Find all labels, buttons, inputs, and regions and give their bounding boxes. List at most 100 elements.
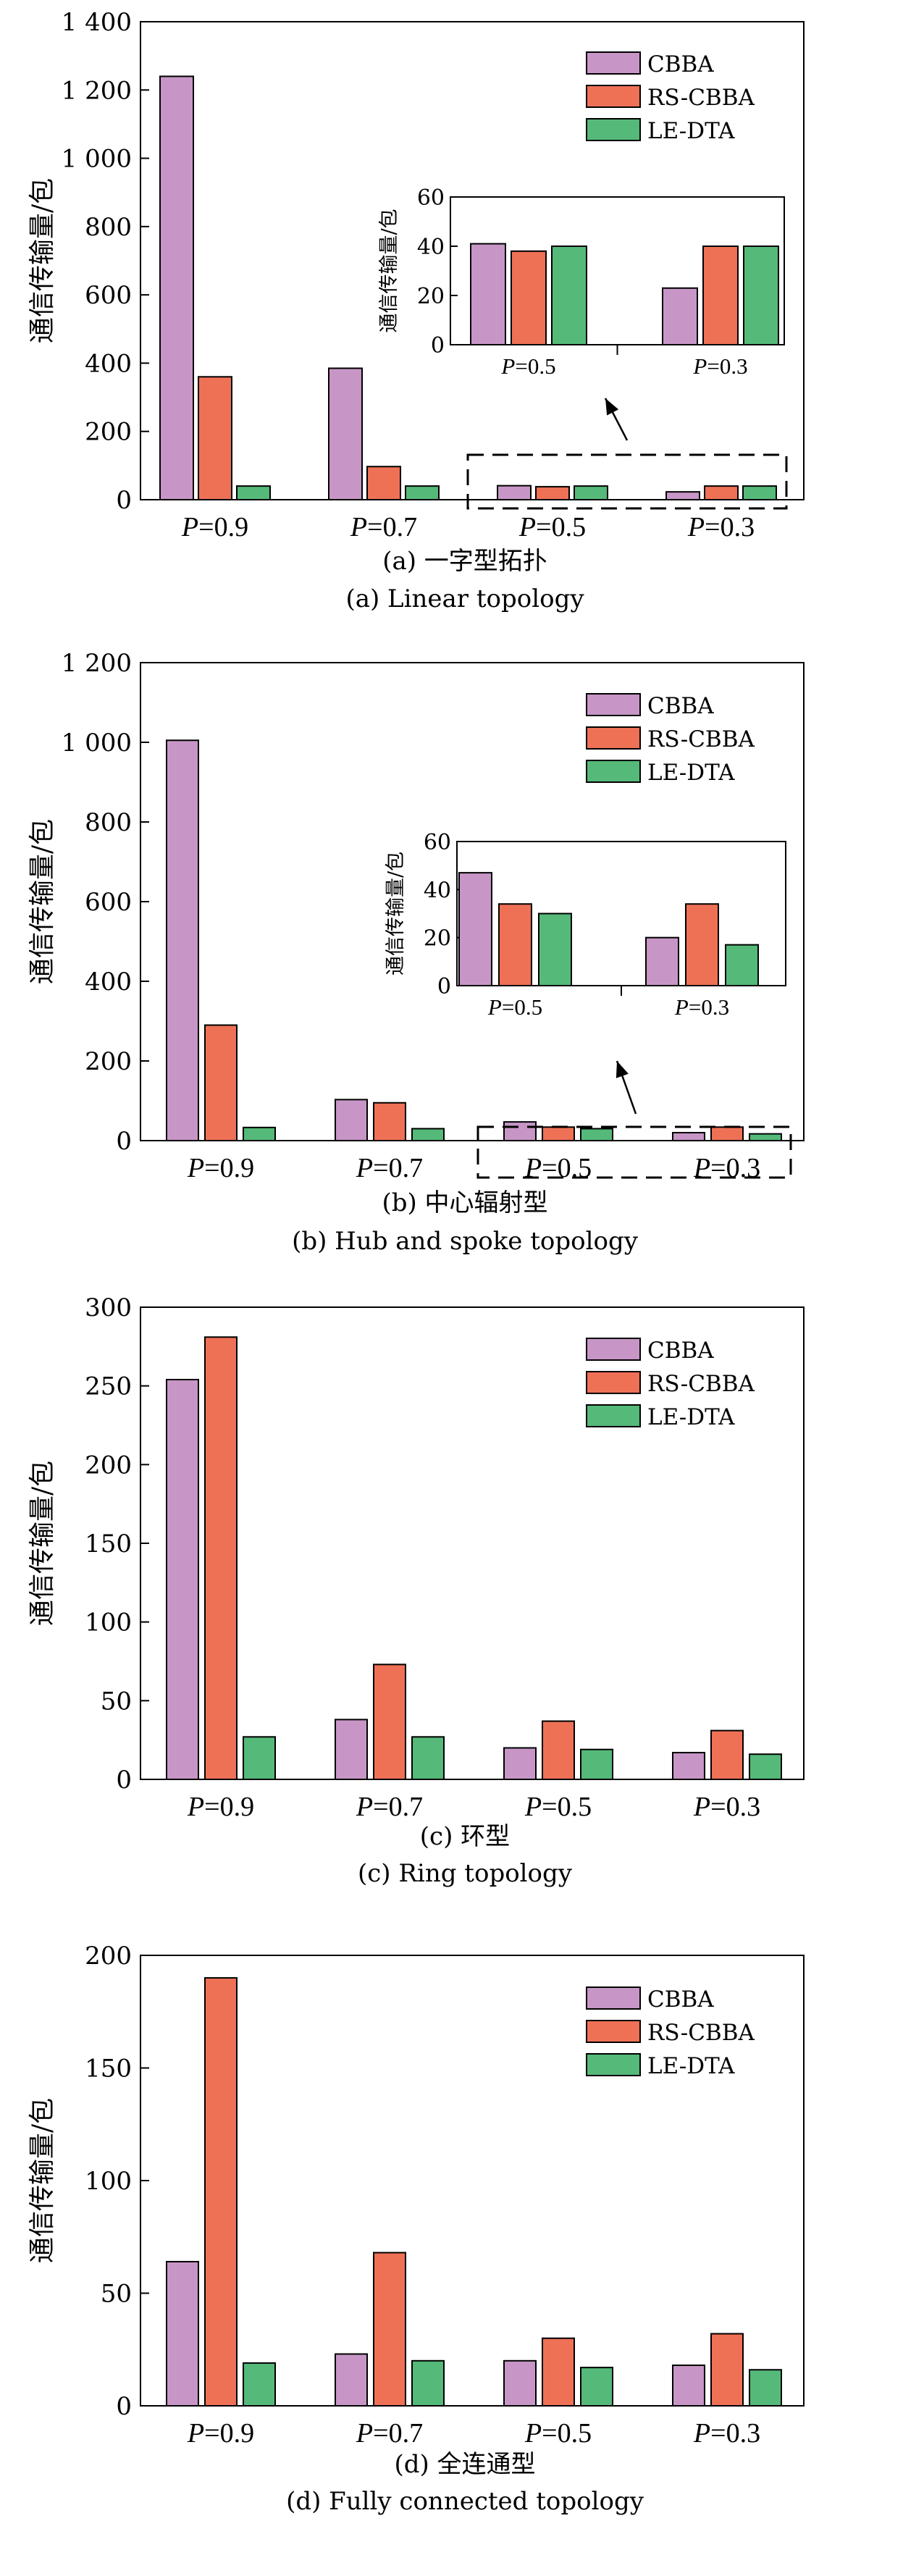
legend-item: RS-CBBA bbox=[586, 85, 755, 111]
inset-x-tick-label: P=0.5 bbox=[487, 994, 542, 1020]
y-tick-label: 0 bbox=[116, 1127, 132, 1156]
legend-swatch-cbba bbox=[586, 1986, 641, 2010]
bar-rs-cbba bbox=[373, 1664, 406, 1781]
x-tick-label: P=0.3 bbox=[693, 1153, 760, 1183]
x-tick-equals: = bbox=[198, 512, 214, 542]
x-tick-equals: = bbox=[710, 2418, 726, 2449]
x-tick-label: P=0.3 bbox=[693, 1792, 760, 1822]
legend: CBBA RS-CBBA LE-DTA bbox=[586, 693, 755, 786]
y-tick-label: 1 400 bbox=[62, 8, 132, 37]
inset-x-tick-equals: = bbox=[502, 994, 514, 1020]
inset-bar-rs-cbba bbox=[498, 903, 532, 986]
bar-le-dta bbox=[243, 1736, 276, 1781]
legend-label: LE-DTA bbox=[647, 2053, 735, 2079]
y-axis-label: 通信传输量/包 bbox=[28, 178, 57, 343]
inset-x-tick-prefix: P bbox=[674, 994, 689, 1020]
inset-y-tick-label: 60 bbox=[424, 830, 451, 855]
bar-le-dta bbox=[749, 1753, 782, 1780]
y-tick-label: 150 bbox=[85, 2055, 132, 2084]
bar-le-dta bbox=[580, 2367, 613, 2407]
x-tick-equals: = bbox=[705, 512, 720, 542]
x-tick-label: P=0.5 bbox=[524, 2418, 592, 2449]
inset-bar-cbba bbox=[458, 872, 492, 987]
inset-y-tick-label: 0 bbox=[431, 333, 445, 358]
legend-item: CBBA bbox=[586, 1338, 714, 1364]
x-tick-equals: = bbox=[542, 1153, 557, 1183]
bar-cbba bbox=[335, 1099, 368, 1141]
y-tick-label: 0 bbox=[116, 1766, 132, 1795]
bar-rs-cbba bbox=[710, 1729, 744, 1781]
x-tick-label: P=0.9 bbox=[181, 512, 248, 542]
x-tick-label: P=0.9 bbox=[187, 1153, 254, 1183]
y-tick-label: 100 bbox=[85, 1608, 132, 1637]
x-tick-label: P=0.3 bbox=[693, 2418, 760, 2449]
y-axis-label: 通信传输量/包 bbox=[28, 819, 57, 984]
legend-item: LE-DTA bbox=[586, 760, 735, 786]
x-tick-value: 0.9 bbox=[220, 1153, 255, 1183]
legend-label: CBBA bbox=[647, 51, 714, 77]
bar-rs-cbba bbox=[366, 466, 401, 500]
inset-y-axis-label: 通信传输量/包 bbox=[385, 852, 407, 976]
caption-english: (d) Fully connected topology bbox=[286, 2487, 644, 2516]
x-tick-equals: = bbox=[542, 2418, 557, 2449]
x-tick-value: 0.5 bbox=[558, 1792, 592, 1822]
bar-cbba bbox=[672, 1132, 705, 1141]
caption-chinese: (b) 中心辐射型 bbox=[382, 1188, 547, 1217]
x-tick-prefix: P bbox=[693, 2418, 710, 2449]
legend-label: LE-DTA bbox=[647, 1404, 735, 1430]
x-tick-equals: = bbox=[373, 1153, 388, 1183]
bar-le-dta bbox=[574, 485, 608, 501]
y-axis-label: 通信传输量/包 bbox=[28, 2098, 57, 2263]
y-tick-label: 400 bbox=[85, 349, 132, 378]
x-tick-label: P=0.9 bbox=[187, 1792, 254, 1822]
caption-english: (c) Ring topology bbox=[358, 1859, 573, 1888]
x-tick-value: 0.7 bbox=[389, 2418, 424, 2449]
legend-item: LE-DTA bbox=[586, 1404, 735, 1430]
bar-le-dta bbox=[243, 1126, 276, 1141]
inset-bar-rs-cbba bbox=[511, 250, 547, 345]
legend-swatch-le-dta bbox=[586, 118, 641, 141]
x-tick-prefix: P bbox=[687, 512, 705, 542]
inset-y-axis-label: 通信传输量/包 bbox=[378, 209, 400, 332]
legend-label: CBBA bbox=[647, 1986, 714, 2013]
x-tick-value: 0.5 bbox=[558, 2418, 592, 2449]
x-tick-equals: = bbox=[536, 512, 551, 542]
legend: CBBA RS-CBBA LE-DTA bbox=[586, 1986, 755, 2079]
inset-bar-le-dta bbox=[743, 246, 779, 345]
inset-x-tick-value: 0.5 bbox=[528, 353, 556, 379]
bar-rs-cbba bbox=[198, 376, 232, 500]
x-tick-prefix: P bbox=[181, 512, 198, 542]
y-tick-label: 600 bbox=[85, 888, 132, 917]
legend-item: RS-CBBA bbox=[586, 726, 755, 752]
bar-le-dta bbox=[742, 485, 777, 501]
x-tick-value: 0.7 bbox=[383, 512, 418, 542]
bar-rs-cbba bbox=[204, 1024, 238, 1141]
x-tick-label: P=0.7 bbox=[356, 1792, 423, 1822]
x-tick-equals: = bbox=[542, 1792, 557, 1822]
bar-le-dta bbox=[411, 2359, 445, 2407]
zoom-box bbox=[476, 1125, 792, 1179]
bar-le-dta bbox=[243, 2362, 276, 2407]
y-tick-label: 0 bbox=[116, 2392, 132, 2421]
caption-chinese: (d) 全连通型 bbox=[394, 2450, 535, 2479]
x-tick-prefix: P bbox=[187, 1153, 204, 1183]
inset-bar-le-dta bbox=[551, 246, 587, 345]
inset-x-tick-prefix: P bbox=[692, 353, 707, 379]
x-tick-equals: = bbox=[367, 512, 382, 542]
inset-x-tick-value: 0.3 bbox=[701, 994, 729, 1020]
y-tick-label: 200 bbox=[85, 418, 132, 447]
y-tick-label: 50 bbox=[101, 2280, 132, 2309]
legend-item: RS-CBBA bbox=[586, 2020, 755, 2046]
x-tick-label: P=0.5 bbox=[524, 1153, 592, 1183]
bar-le-dta bbox=[236, 485, 271, 501]
x-tick-equals: = bbox=[204, 2418, 219, 2449]
legend-label: LE-DTA bbox=[647, 760, 735, 786]
legend-label: LE-DTA bbox=[647, 118, 735, 144]
y-tick-label: 600 bbox=[85, 281, 132, 310]
x-tick-prefix: P bbox=[524, 1792, 542, 1822]
zoom-box bbox=[466, 453, 788, 510]
